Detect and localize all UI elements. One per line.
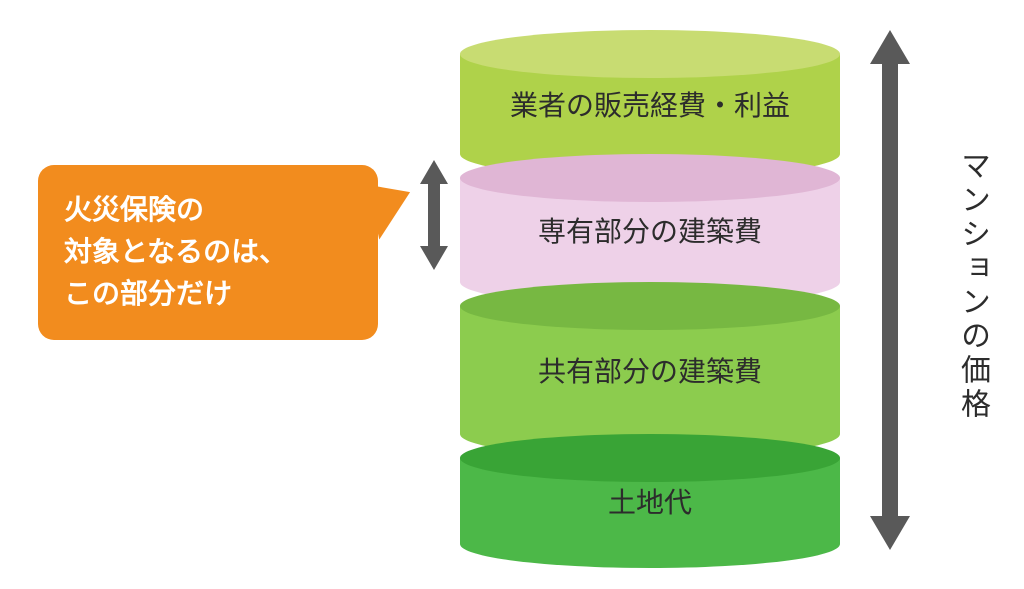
callout-box: 火災保険の 対象となるのは、 この部分だけ xyxy=(38,165,378,340)
layer-label: 業者の販売経費・利益 xyxy=(510,84,790,124)
layer-shared-construction: 共有部分の建築費 xyxy=(460,282,840,434)
cylinder-top xyxy=(460,282,840,330)
cylinder-top xyxy=(460,154,840,202)
layer-land-cost: 土地代 xyxy=(460,434,840,544)
layer-sales-profit: 業者の販売経費・利益 xyxy=(460,30,840,154)
cylinder-stack: 業者の販売経費・利益 専有部分の建築費 共有部分の建築費 土地代 xyxy=(460,30,840,154)
callout-line1: 火災保険の xyxy=(64,189,352,231)
cylinder-top xyxy=(460,434,840,482)
callout-line2: 対象となるのは、 xyxy=(64,231,352,273)
price-label-vertical: マンションの価格 xyxy=(950,150,994,422)
small-double-arrow-icon xyxy=(420,160,448,270)
layer-label: 専有部分の建築費 xyxy=(538,210,762,250)
cylinder-top xyxy=(460,30,840,78)
large-double-arrow-icon xyxy=(870,30,910,550)
layer-label: 共有部分の建築費 xyxy=(538,350,762,390)
layer-label: 土地代 xyxy=(608,481,692,521)
callout-line3: この部分だけ xyxy=(64,273,352,315)
layer-private-construction: 専有部分の建築費 xyxy=(460,154,840,282)
